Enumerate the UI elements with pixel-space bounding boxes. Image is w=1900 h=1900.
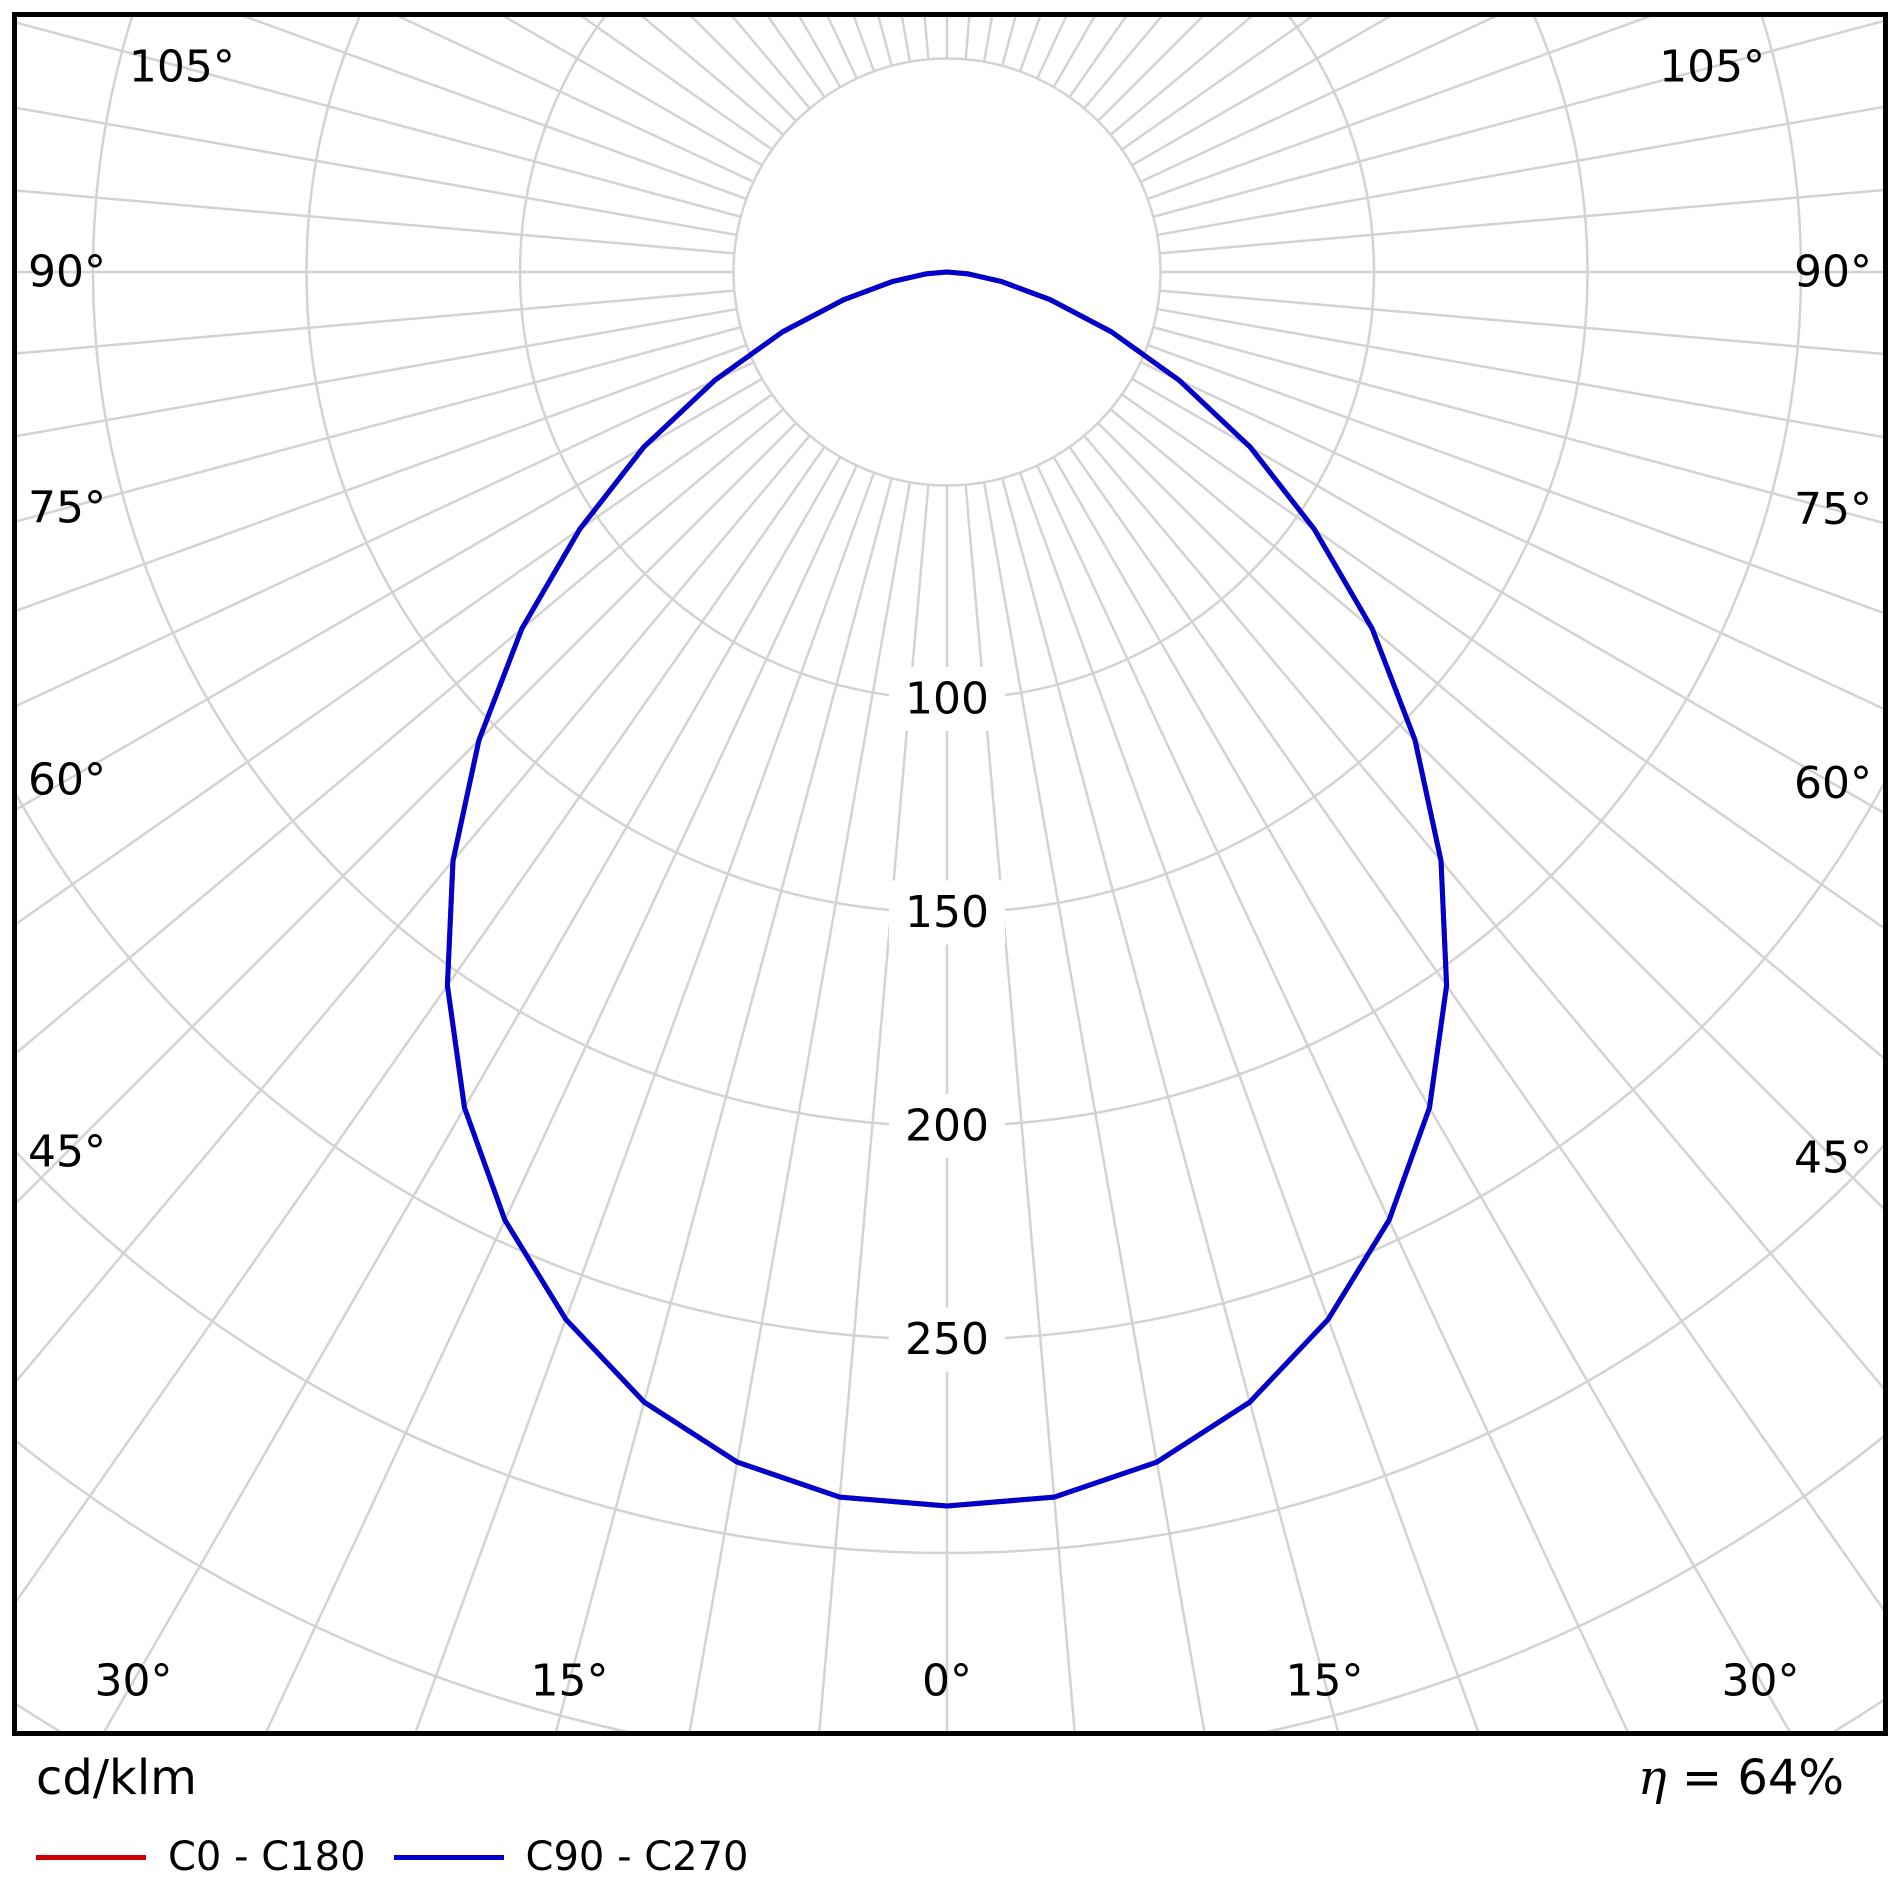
- polar-grid-ray: [818, 484, 930, 1731]
- gamma-angle-label: 30°: [95, 1656, 173, 1707]
- gamma-angle-label: 30°: [1721, 1656, 1799, 1707]
- polar-grid-ray: [1097, 422, 1883, 1210]
- gamma-angle-label: 45°: [28, 1127, 106, 1178]
- polar-grid-ray: [1139, 361, 1883, 710]
- gamma-angle-label: 15°: [1286, 1656, 1364, 1707]
- polar-grid-ray: [17, 289, 735, 355]
- gamma-angle-label: 45°: [1794, 1133, 1872, 1184]
- polar-plot-frame: 100 150 200 250 0° 15° 15° 30° 30° 45° 45° 60° 60° 75…: [12, 12, 1888, 1736]
- radial-value-label: 200: [905, 1101, 989, 1152]
- polar-grid-ray: [1152, 326, 1883, 525]
- polar-grid-ray: [17, 307, 737, 438]
- polar-grid-ray: [1157, 307, 1883, 439]
- gamma-angle-label: 90°: [28, 247, 106, 298]
- legend-item: C90 - C270: [393, 1834, 749, 1880]
- polar-grid-ray: [1018, 472, 1480, 1731]
- polar-grid-ray: [1159, 188, 1883, 255]
- polar-grid-ray: [17, 377, 763, 811]
- radial-value-label: 150: [905, 887, 989, 938]
- gamma-angle-label: 0°: [922, 1656, 972, 1707]
- eta-symbol: η: [1637, 1750, 1667, 1806]
- polar-grid-ray: [877, 17, 893, 67]
- polar-grid-ray: [1109, 408, 1883, 1060]
- legend-line-swatch: [393, 1854, 504, 1860]
- polar-grid-ray: [1083, 434, 1883, 1390]
- polar-grid-ray: [1068, 446, 1883, 1611]
- legend-line-swatch: [36, 1854, 146, 1860]
- polar-grid-ray: [242, 17, 747, 201]
- polar-grid-ray: [1121, 393, 1883, 929]
- polar-grid-ray: [17, 446, 826, 1603]
- polar-grid-ray: [1147, 17, 1652, 201]
- polar-grid-ray: [1139, 17, 1497, 183]
- polar-grid-ray: [17, 343, 747, 612]
- polar-grid-ray: [17, 408, 785, 1054]
- polar-grid-ray: [17, 106, 737, 237]
- polar-grid-ray: [1052, 456, 1791, 1731]
- polar-grid-ray: [554, 477, 893, 1731]
- gamma-angle-label: 60°: [1794, 758, 1872, 809]
- polar-grid-ray: [17, 326, 742, 523]
- gamma-angle-label: 90°: [1794, 247, 1872, 298]
- polar-grid-ray: [17, 21, 742, 218]
- polar-grid-ray: [103, 456, 842, 1731]
- unit-label: cd/klm: [36, 1750, 197, 1806]
- polar-grid-ray: [414, 472, 876, 1731]
- polar-grid-ray: [1159, 289, 1883, 356]
- polar-grid-ray: [1131, 17, 1392, 167]
- gamma-angle-label: 105°: [129, 42, 235, 93]
- polar-grid-ray: [17, 361, 755, 708]
- curve-c90-c270: [444, 269, 1450, 1509]
- polar-grid-ray: [1001, 477, 1340, 1731]
- polar-grid-ray: [397, 17, 755, 183]
- gamma-angle-label: 15°: [530, 1656, 608, 1707]
- polar-grid-ray: [1152, 19, 1883, 218]
- legend: C0 - C180 C90 - C270: [36, 1834, 749, 1880]
- gamma-angle-label: 75°: [1794, 484, 1872, 535]
- legend-label: C90 - C270: [525, 1834, 749, 1880]
- polar-grid-ray: [1001, 17, 1017, 67]
- polar-grid-ray: [1097, 17, 1204, 122]
- radial-label-backing: [889, 880, 1005, 945]
- polar-grid-ray: [17, 393, 773, 925]
- polar-grid-ray: [17, 434, 811, 1383]
- polar-grid-ray: [17, 422, 797, 1204]
- polar-grid-ray: [1036, 464, 1629, 1731]
- gamma-angle-label: 60°: [28, 755, 106, 806]
- polar-grid-ray: [1147, 343, 1883, 615]
- polar-grid-ray: [17, 189, 735, 255]
- gamma-angle-label: 75°: [28, 482, 106, 533]
- polar-grid-ray: [964, 484, 1076, 1731]
- polar-grid-ray: [1131, 377, 1883, 814]
- polar-grid-ray: [982, 482, 1206, 1731]
- polar-grid-ring: [17, 1144, 1883, 1554]
- radial-value-label: 250: [905, 1314, 989, 1365]
- radial-label-backing: [889, 667, 1005, 731]
- radial-label-backing: [889, 1307, 1005, 1372]
- polar-chart: 100 150 200 250 0° 15° 15° 30° 30° 45° 45° 60° 60° 75…: [17, 17, 1883, 1731]
- radial-value-label: 100: [905, 674, 989, 725]
- polar-grid-ray: [1157, 105, 1883, 237]
- gamma-angle-label: 105°: [1659, 42, 1765, 93]
- radial-label-backing: [889, 1094, 1005, 1158]
- efficiency-value: = 64%: [1666, 1750, 1844, 1806]
- polar-grid-ray: [265, 464, 858, 1731]
- polar-grid-ring: [732, 57, 1162, 487]
- polar-grid-ray: [688, 482, 912, 1731]
- efficiency-label: η = 64%: [1638, 1752, 1844, 1805]
- legend-item: C0 - C180: [36, 1834, 366, 1880]
- legend-label: C0 - C180: [168, 1834, 366, 1880]
